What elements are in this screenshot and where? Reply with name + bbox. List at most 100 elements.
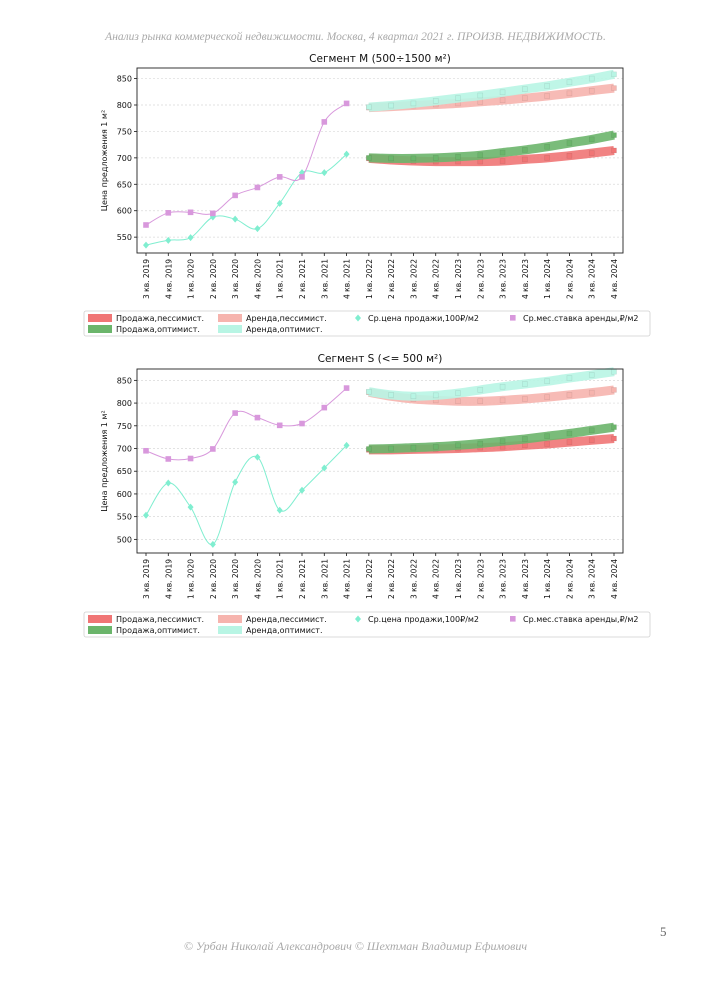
band-marker: [566, 152, 573, 159]
point-marker: [232, 215, 239, 223]
band-marker: [522, 95, 528, 101]
band-marker: [388, 392, 394, 398]
x-tick-label: 3 кв. 2023: [499, 559, 508, 599]
line-rent_rate: [145, 102, 347, 226]
band-marker: [388, 155, 394, 162]
point-marker: [321, 404, 328, 411]
x-tick-label: 1 кв. 2024: [543, 259, 552, 299]
band-marker: [566, 375, 573, 381]
band-marker: [522, 86, 528, 92]
band-marker: [455, 390, 461, 396]
band-marker: [388, 102, 394, 109]
chart-title: Сегмент M (500÷1500 м²): [309, 53, 451, 65]
x-tick-label: 3 кв. 2022: [409, 559, 418, 599]
point-marker: [209, 540, 216, 548]
band-marker: [611, 147, 617, 154]
x-tick-label: 3 кв. 2022: [409, 259, 418, 299]
x-tick-label: 3 кв. 2023: [499, 259, 508, 299]
legend-label: Аренда,оптимист.: [246, 325, 323, 334]
point-marker: [299, 420, 305, 427]
band-marker: [366, 388, 372, 395]
band-marker: [455, 398, 461, 405]
band-marker: [477, 92, 484, 99]
point-marker: [276, 174, 283, 180]
point-marker: [276, 506, 283, 514]
band-marker: [566, 90, 573, 97]
point-marker: [165, 210, 172, 216]
x-tick-label: 4 кв. 2019: [164, 559, 173, 599]
page-header: Анализ рынка коммерческой недвижимости. …: [105, 31, 606, 43]
band-marker: [611, 85, 617, 91]
legend-label: Продажа,оптимист.: [116, 325, 200, 334]
page-number: 5: [660, 924, 667, 939]
x-tick-label: 4 кв. 2024: [610, 559, 619, 599]
x-tick-label: 3 кв. 2020: [231, 559, 240, 599]
band-marker: [499, 89, 506, 96]
band-marker: [432, 155, 439, 161]
legend-label: Аренда,пессимист.: [246, 314, 327, 323]
band-marker: [544, 394, 550, 400]
x-tick-label: 3 кв. 2021: [320, 259, 329, 299]
legend-label: Ср.цена продажи,100₽/м2: [368, 615, 479, 624]
plot-frame: [136, 67, 624, 254]
x-tick-label: 4 кв. 2020: [253, 259, 262, 299]
band-marker: [611, 387, 617, 393]
point-marker: [254, 184, 261, 191]
legend-label: Продажа,пессимист.: [116, 615, 204, 624]
band-marker: [499, 383, 506, 390]
y-tick-label: 750: [117, 422, 132, 431]
point-marker: [254, 225, 261, 233]
x-tick-label: 4 кв. 2019: [164, 259, 173, 299]
band-marker: [611, 71, 617, 78]
chart-1: Сегмент M (500÷1500 м²) 550 600 650 700 750 80…: [83, 53, 651, 337]
x-tick-label: 4 кв. 2023: [521, 259, 530, 299]
point-marker: [210, 210, 216, 217]
legend-swatch: [218, 325, 242, 333]
x-tick-label: 4 кв. 2022: [432, 259, 441, 299]
legend-swatch: [218, 314, 242, 322]
point-marker: [343, 100, 350, 107]
x-tick-label: 2 кв. 2023: [476, 259, 485, 299]
point-marker: [232, 192, 238, 199]
band-marker: [544, 378, 550, 385]
band-marker: [455, 154, 461, 160]
y-tick-label: 500: [117, 535, 132, 544]
point-marker: [343, 150, 350, 158]
band-marker: [588, 372, 595, 378]
band-marker: [499, 158, 506, 164]
point-marker: [165, 236, 172, 244]
legend-swatch: [88, 615, 112, 623]
y-tick-label: 750: [117, 127, 132, 136]
x-tick-label: 2 кв. 2022: [387, 559, 396, 599]
band-marker: [544, 144, 550, 150]
band-marker: [566, 392, 573, 398]
point-marker: [143, 241, 149, 249]
point-marker: [343, 385, 350, 391]
band-marker: [455, 95, 461, 101]
y-axis-label: Цена предложения 1 м²: [100, 410, 109, 511]
point-marker: [165, 456, 172, 462]
band-marker: [410, 100, 417, 107]
point-marker: [276, 422, 283, 429]
x-tick-label: 3 кв. 2020: [231, 259, 240, 299]
y-tick-label: 650: [117, 467, 132, 476]
legend-label: Ср.цена продажи,100₽/м2: [368, 314, 479, 323]
x-tick-label: 2 кв. 2024: [565, 559, 574, 599]
band-marker: [522, 381, 528, 387]
band-marker: [432, 98, 439, 104]
band-marker: [366, 446, 372, 452]
legend-swatch: [218, 615, 242, 623]
x-tick-label: 2 кв. 2021: [298, 559, 307, 599]
band-marker: [410, 393, 417, 400]
y-tick-label: 700: [117, 154, 132, 163]
legend-swatch: [510, 315, 516, 321]
point-marker: [343, 441, 350, 449]
x-tick-label: 2 кв. 2024: [565, 259, 574, 299]
band-marker: [477, 387, 484, 393]
band-marker: [588, 437, 595, 444]
band-marker: [588, 136, 595, 143]
x-tick-label: 1 кв. 2023: [454, 559, 463, 599]
point-marker: [232, 478, 239, 486]
x-tick-label: 4 кв. 2020: [253, 559, 262, 599]
band-marker: [544, 433, 550, 439]
